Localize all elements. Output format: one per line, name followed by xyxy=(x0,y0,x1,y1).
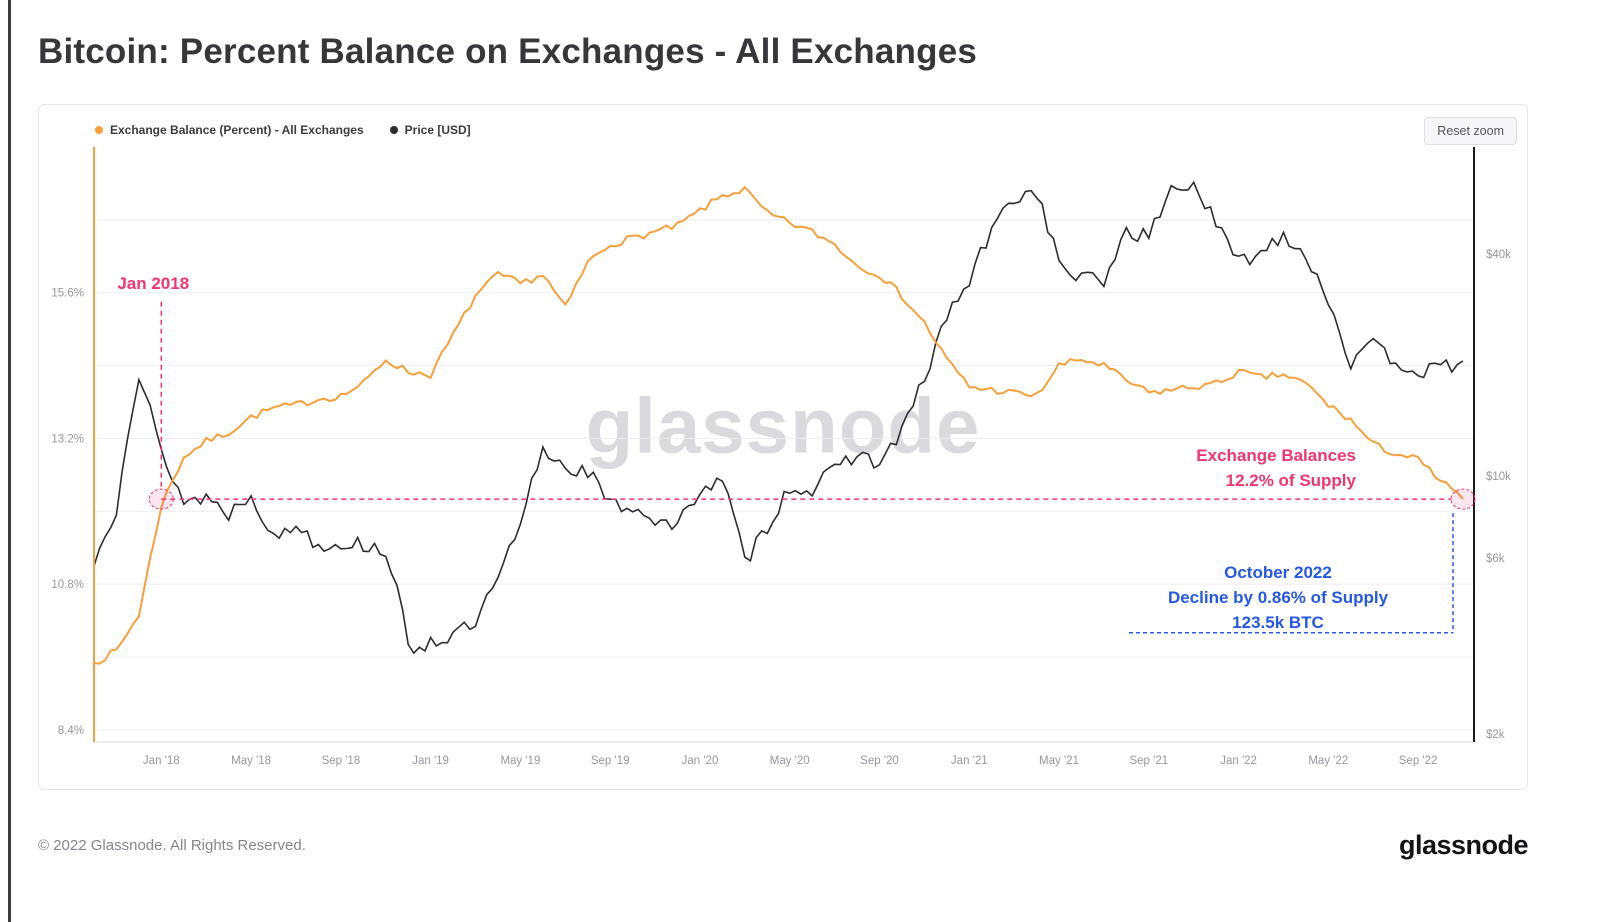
svg-text:Jan '21: Jan '21 xyxy=(951,755,988,767)
chart-card: Exchange Balance (Percent) - All Exchang… xyxy=(38,104,1528,790)
svg-text:May '21: May '21 xyxy=(1039,755,1079,767)
svg-text:8.4%: 8.4% xyxy=(58,725,84,737)
window-left-edge xyxy=(8,0,11,922)
svg-text:$2k: $2k xyxy=(1486,729,1505,741)
legend-item-exchange-balance[interactable]: Exchange Balance (Percent) - All Exchang… xyxy=(95,123,364,137)
legend-label-price: Price [USD] xyxy=(404,123,471,137)
svg-text:May '20: May '20 xyxy=(770,755,810,767)
svg-text:Sep '19: Sep '19 xyxy=(591,755,630,767)
svg-text:May '18: May '18 xyxy=(231,755,271,767)
svg-text:Jan '19: Jan '19 xyxy=(412,755,449,767)
svg-text:Sep '18: Sep '18 xyxy=(322,755,361,767)
svg-text:Sep '22: Sep '22 xyxy=(1399,755,1438,767)
svg-text:$6k: $6k xyxy=(1486,553,1505,565)
svg-text:Sep '20: Sep '20 xyxy=(860,755,899,767)
legend-label-exchange-balance: Exchange Balance (Percent) - All Exchang… xyxy=(110,123,364,137)
svg-text:Sep '21: Sep '21 xyxy=(1129,755,1168,767)
svg-text:May '19: May '19 xyxy=(500,755,540,767)
svg-text:$10k: $10k xyxy=(1486,471,1511,483)
copyright-text: © 2022 Glassnode. All Rights Reserved. xyxy=(38,837,306,854)
svg-text:Jan '20: Jan '20 xyxy=(682,755,719,767)
legend-dot-orange-icon xyxy=(95,126,103,134)
svg-text:10.8%: 10.8% xyxy=(51,579,84,591)
plot-area[interactable]: glassnode 15.6% 13.2% 10.8% 8.4% $40k $10k $6k… xyxy=(39,105,1527,789)
glassnode-watermark: glassnode xyxy=(585,381,981,470)
chart-legend: Exchange Balance (Percent) - All Exchang… xyxy=(95,117,471,137)
page-title: Bitcoin: Percent Balance on Exchanges - … xyxy=(38,32,978,71)
svg-text:Jan '18: Jan '18 xyxy=(143,755,180,767)
chart-svg[interactable]: 15.6% 13.2% 10.8% 8.4% $40k $10k $6k $2k Jan '18… xyxy=(39,105,1527,789)
legend-item-price[interactable]: Price [USD] xyxy=(389,123,471,137)
legend-dot-black-icon xyxy=(389,126,398,134)
reset-zoom-button[interactable]: Reset zoom xyxy=(1424,117,1517,145)
svg-text:May '22: May '22 xyxy=(1308,755,1348,767)
svg-text:Jan '22: Jan '22 xyxy=(1220,755,1257,767)
glassnode-logo: glassnode xyxy=(1398,830,1529,860)
svg-text:$40k: $40k xyxy=(1486,249,1511,261)
page: Bitcoin: Percent Balance on Exchanges - … xyxy=(38,32,1529,861)
footer: © 2022 Glassnode. All Rights Reserved. g… xyxy=(38,830,1529,861)
svg-text:13.2%: 13.2% xyxy=(51,433,84,445)
chart-header: Exchange Balance (Percent) - All Exchang… xyxy=(39,105,1527,145)
svg-text:15.6%: 15.6% xyxy=(51,288,84,300)
